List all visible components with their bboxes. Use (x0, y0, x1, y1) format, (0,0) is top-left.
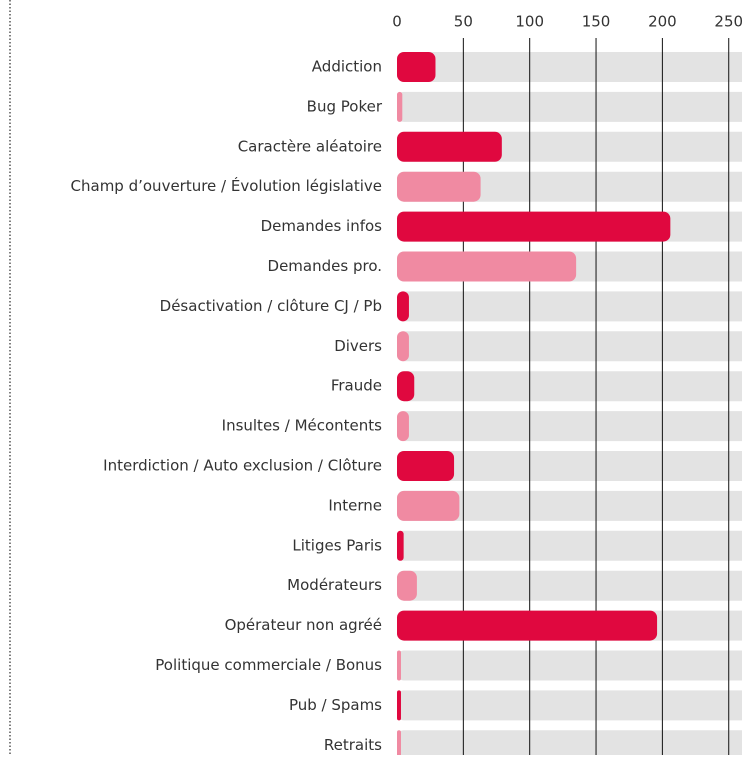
y-tick-label: Divers (334, 337, 382, 355)
x-tick-label: 250 (714, 13, 742, 31)
y-tick-label: Modérateurs (287, 576, 382, 594)
y-tick-label: Pub / Spams (289, 696, 382, 714)
y-tick-label: Champ d’ouverture / Évolution législativ… (71, 176, 382, 195)
bar (397, 211, 671, 242)
y-tick-label: Caractère aléatoire (238, 137, 382, 155)
bar (397, 690, 401, 721)
bar-track (397, 451, 742, 481)
bar (397, 451, 455, 481)
y-tick-label: Interdiction / Auto exclusion / Clôture (103, 457, 382, 475)
y-tick-label: Fraude (331, 377, 382, 395)
bar (397, 650, 401, 681)
bar (397, 131, 502, 162)
y-tick-label: Opérateur non agréé (225, 616, 382, 634)
bar-track (397, 371, 742, 402)
bar (397, 530, 404, 561)
bar-track (397, 650, 742, 681)
bar (397, 730, 401, 759)
bar (397, 171, 481, 202)
bar-track (397, 52, 742, 82)
y-tick-label: Litiges Paris (292, 536, 382, 554)
bar (397, 570, 417, 601)
bar (397, 52, 436, 82)
bar-track (397, 530, 742, 561)
bar (397, 331, 409, 362)
bar-track (397, 690, 742, 721)
y-tick-label: Désactivation / clôture CJ / Pb (160, 297, 382, 315)
bar-track (397, 570, 742, 601)
y-tick-label: Interne (328, 496, 382, 514)
bar (397, 610, 658, 641)
bar (397, 411, 409, 442)
y-tick-label: Retraits (324, 736, 382, 754)
bar-track (397, 411, 742, 442)
y-tick-label: Politique commerciale / Bonus (155, 656, 382, 674)
x-tick-label: 0 (392, 13, 402, 31)
bar (397, 371, 415, 402)
x-tick-label: 50 (454, 13, 473, 31)
bar-track (397, 171, 742, 202)
y-tick-label: Insultes / Mécontents (222, 417, 383, 435)
x-tick-label: 100 (515, 13, 544, 31)
y-tick-label: Addiction (312, 58, 382, 76)
bar-track (397, 730, 742, 759)
bar (397, 251, 577, 282)
bar-track (397, 291, 742, 322)
y-tick-label: Bug Poker (307, 97, 383, 115)
y-tick-label: Demandes infos (261, 217, 383, 235)
bar (397, 291, 409, 322)
bar (397, 490, 460, 521)
bar (397, 91, 403, 122)
x-tick-label: 150 (582, 13, 611, 31)
bar-track (397, 331, 742, 362)
x-tick-label: 200 (648, 13, 677, 31)
y-tick-label: Demandes pro. (268, 257, 382, 275)
bar-track (397, 490, 742, 521)
bar-track (397, 91, 742, 122)
